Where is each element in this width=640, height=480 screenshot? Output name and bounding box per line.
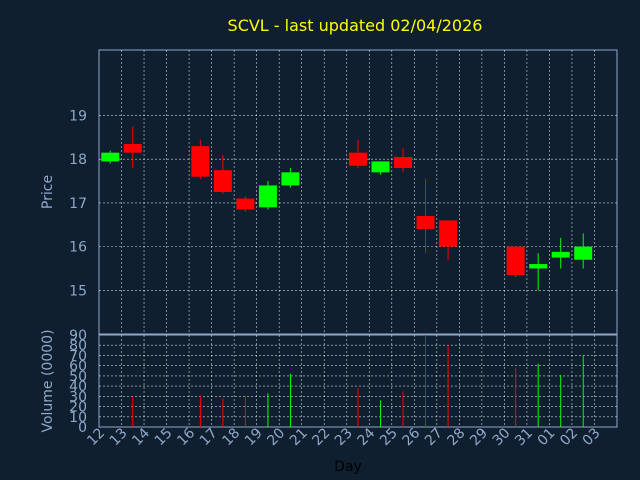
volume-tick-label: 70 [69,348,87,364]
candle-down [123,143,142,153]
candle-up [371,161,390,173]
candle-up [529,264,548,269]
x-tick-label: 20 [264,425,288,449]
x-tick-label: 01 [535,425,559,449]
volume-tick-label: 60 [69,359,87,375]
volume-tick-label: 40 [69,379,87,395]
x-tick-label: 17 [197,425,221,449]
volume-tick-label: 0 [78,420,87,436]
x-tick-label: 27 [422,425,446,449]
candle-up [258,185,277,208]
volume-axis-label: Volume (0000) [40,329,56,432]
x-tick-label: 19 [242,425,266,449]
volume-tick-label: 80 [69,338,87,354]
candle-down [236,198,255,210]
candle-down [213,170,232,192]
candle-up [281,172,300,186]
volume-tick-label: 30 [69,389,87,405]
x-tick-label: 31 [512,425,536,449]
chart-title: SCVL - last updated 02/04/2026 [228,16,483,35]
x-tick-label: 15 [152,425,176,449]
x-tick-label: 29 [467,425,491,449]
x-tick-label: 21 [287,425,311,449]
x-tick-label: 24 [354,425,378,449]
x-tick-label: 13 [107,425,131,449]
x-tick-label: 03 [580,425,604,449]
volume-tick-label: 20 [69,400,87,416]
price-tick-label: 16 [69,240,87,256]
volume-tick-label: 90 [69,328,87,344]
x-tick-label: 26 [400,425,424,449]
x-tick-label: 30 [490,425,514,449]
candle-up [574,246,593,260]
price-tick-label: 15 [69,283,87,299]
x-tick-label: 14 [129,425,153,449]
volume-tick-label: 50 [69,369,87,385]
x-tick-label: 12 [84,425,108,449]
x-tick-labels: 1213141516171819202122232425262728293031… [84,425,603,449]
candle-down [348,152,368,166]
x-tick-label: 22 [309,425,333,449]
candle-down [506,246,525,276]
x-tick-label: 28 [445,425,469,449]
candle-down [439,220,458,247]
candle-up [551,251,570,258]
candle-down [191,146,210,177]
price-axis-label: Price [40,175,56,209]
price-plot-frame [98,49,618,335]
price-panel: 15 16 17 18 19 [69,49,618,335]
candle-down [416,216,435,230]
x-tick-label: 18 [219,425,243,449]
x-tick-label: 25 [377,425,401,449]
volume-tick-label: 10 [69,410,87,426]
x-tick-label: 16 [174,425,198,449]
x-tick-label: 23 [332,425,356,449]
price-tick-label: 17 [69,196,87,212]
price-tick-label: 19 [69,109,87,125]
x-tick-label: 02 [557,425,581,449]
candle-down [394,157,413,168]
candle-up [101,152,120,162]
x-axis-label: Day [334,459,362,475]
price-tick-label: 18 [69,152,87,168]
